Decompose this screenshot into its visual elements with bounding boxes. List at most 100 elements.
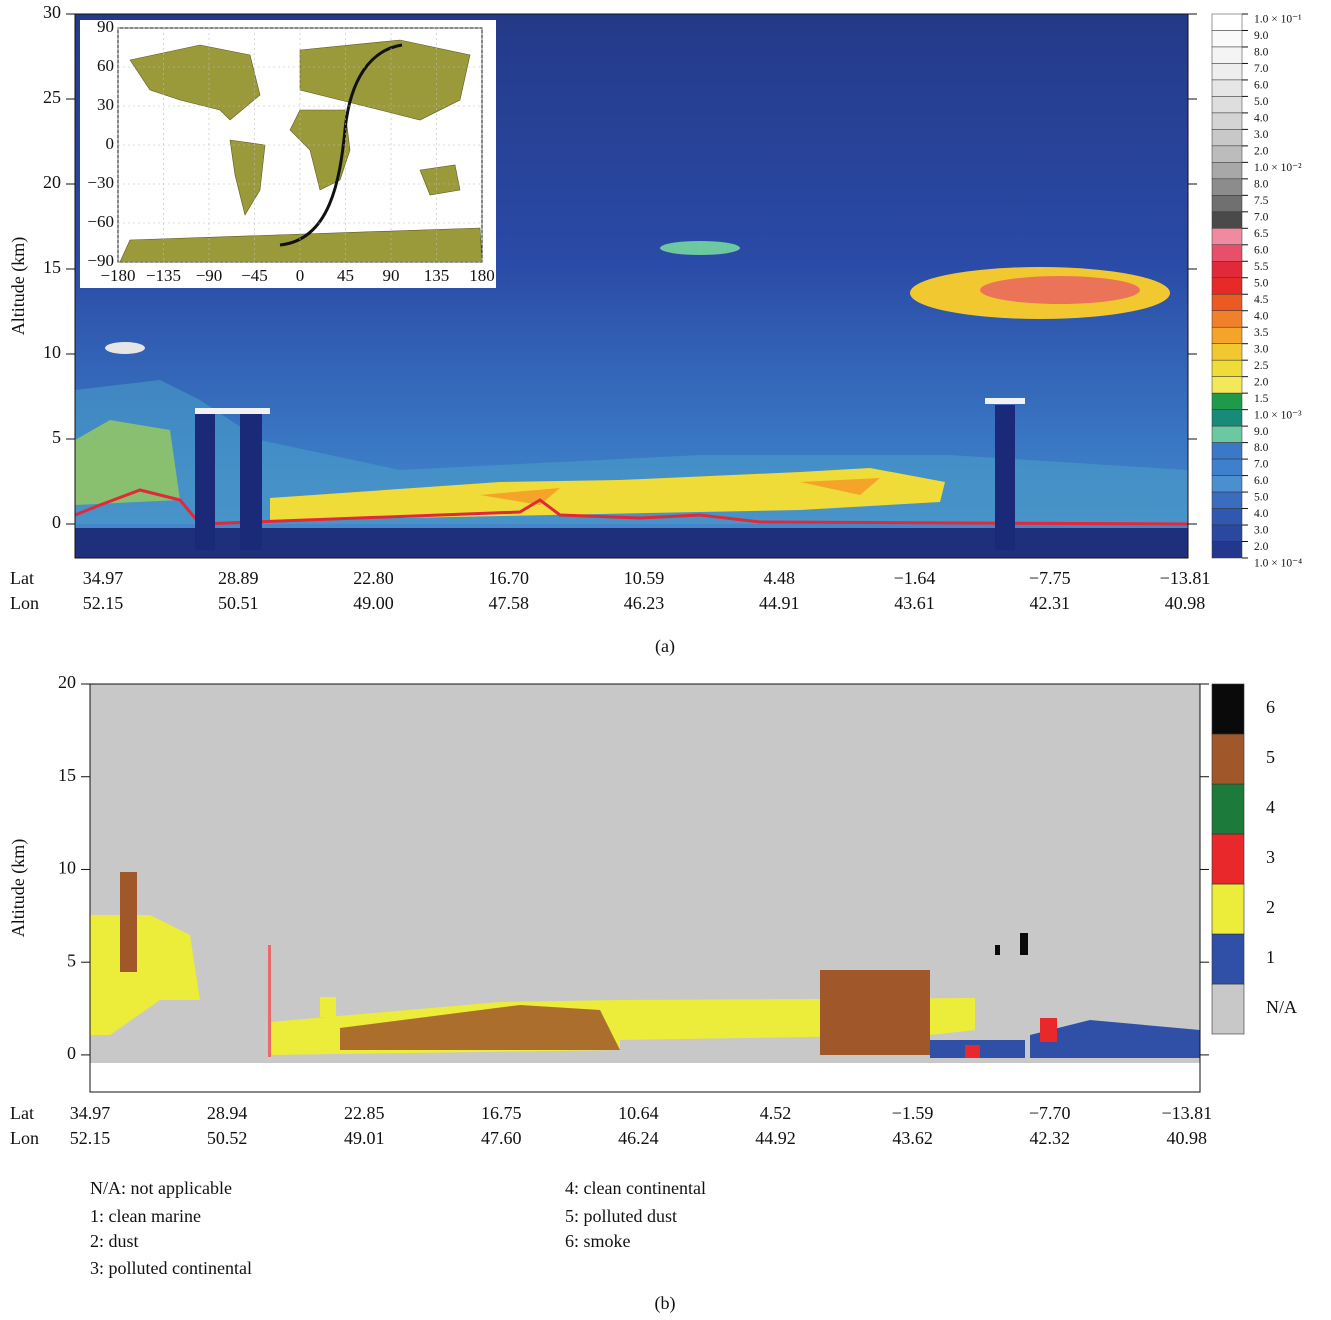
colorbar-label: 3.0 [1254, 343, 1269, 355]
thin-cloud [660, 241, 740, 255]
inset-x-tick-label: 45 [337, 266, 354, 285]
colorbar-segment [1212, 195, 1242, 211]
colorbar-segment [1212, 509, 1242, 525]
colorbar-segment [1212, 542, 1242, 558]
x-row-name: Lat [10, 568, 34, 588]
legend-entry: 5: polluted dust [565, 1206, 677, 1226]
colorbar-label: 1.5 [1254, 393, 1269, 405]
y-tick-label: 10 [58, 858, 76, 878]
panel-label: (a) [655, 636, 675, 657]
colorbar-segment [1212, 834, 1244, 884]
colorbar-label: 5.0 [1254, 277, 1269, 289]
colorbar-label: 7.0 [1254, 211, 1269, 223]
colorbar-label: 9.0 [1254, 30, 1269, 42]
colorbar-segment [1212, 443, 1242, 459]
y-tick-label: 20 [43, 172, 61, 192]
colorbar-label: 7.0 [1254, 459, 1269, 471]
colorbar-label: 6.0 [1254, 80, 1269, 92]
colorbar-segment [1212, 47, 1242, 63]
colorbar-label: 7.0 [1254, 63, 1269, 75]
colorbar-label: 4.0 [1254, 113, 1269, 125]
legend-entry: 2: dust [90, 1231, 139, 1251]
colorbar-label: 2 [1266, 897, 1275, 917]
x-tick-label: 16.75 [481, 1103, 522, 1123]
colorbar-segment [1212, 294, 1242, 310]
x-tick-label: 52.15 [83, 593, 124, 613]
colorbar-label: 2.0 [1254, 376, 1269, 388]
inset-x-tick-label: −45 [241, 266, 268, 285]
y-tick-label: 20 [58, 672, 76, 692]
polluted-dust-region [120, 872, 137, 972]
smoke-region [995, 945, 1000, 955]
dust-region [320, 997, 336, 1017]
colorbar-segment [1212, 146, 1242, 162]
x-tick-label: −13.81 [1161, 1103, 1212, 1123]
colorbar-segment [1212, 63, 1242, 79]
inset-x-tick-label: 0 [296, 266, 305, 285]
y-axis-label: Altitude (km) [8, 839, 29, 937]
y-tick-label: 5 [67, 950, 76, 970]
colorbar-segment [1212, 327, 1242, 343]
cirrus-core [980, 276, 1140, 304]
y-tick-label: 0 [52, 512, 61, 532]
colorbar-label: 6.0 [1254, 244, 1269, 256]
y-axis-label: Altitude (km) [8, 237, 29, 335]
colorbar-segment [1212, 261, 1242, 277]
colorbar-label: 3.5 [1254, 327, 1269, 339]
colorbar-label: 1.0 × 10⁻² [1254, 162, 1302, 174]
cloud-top [195, 408, 270, 414]
x-row-name: Lon [10, 593, 39, 613]
colorbar-segment [1212, 14, 1242, 30]
legend-entry: 1: clean marine [90, 1206, 201, 1226]
x-tick-label: −13.81 [1160, 568, 1211, 588]
x-tick-label: 46.24 [618, 1128, 659, 1148]
x-tick-label: 42.32 [1029, 1128, 1070, 1148]
x-tick-label: 40.98 [1167, 1128, 1208, 1148]
x-tick-label: 22.85 [344, 1103, 385, 1123]
colorbar-label: 2.0 [1254, 541, 1269, 553]
polluted-continental-region [268, 945, 271, 1057]
colorbar-label: 8.0 [1254, 178, 1269, 190]
inset-x-tick-label: 90 [383, 266, 400, 285]
x-tick-label: −7.75 [1029, 568, 1071, 588]
x-tick-label: 43.61 [894, 593, 935, 613]
page: (a) (b) 051015202530Altitude (km)Lat34.9… [0, 0, 1331, 1320]
colorbar-label: 3.0 [1254, 525, 1269, 537]
colorbar-label: 4.0 [1254, 310, 1269, 322]
colorbar-label: 5.5 [1254, 261, 1269, 273]
colorbar-segment [1212, 393, 1242, 409]
x-tick-label: 44.92 [755, 1128, 796, 1148]
x-tick-label: −1.59 [892, 1103, 934, 1123]
x-tick-label: 10.64 [618, 1103, 659, 1123]
colorbar-label: 4.5 [1254, 294, 1269, 306]
x-tick-label: 50.52 [207, 1128, 248, 1148]
colorbar-segment [1212, 525, 1242, 541]
inset-x-tick-label: −135 [146, 266, 181, 285]
y-tick-label: 25 [43, 87, 61, 107]
inset-x-tick-label: −90 [196, 266, 223, 285]
legend-entry: 4: clean continental [565, 1178, 706, 1198]
y-tick-label: 5 [52, 427, 61, 447]
figure: (a) (b) 051015202530Altitude (km)Lat34.9… [0, 0, 1331, 1320]
x-tick-label: 40.98 [1165, 593, 1206, 613]
colorbar-label: N/A [1266, 997, 1297, 1017]
colorbar-segment [1212, 278, 1242, 294]
inset-x-tick-label: −180 [100, 266, 135, 285]
colorbar: 1.0 × 10⁻¹9.08.07.06.05.04.03.02.01.0 × … [1212, 14, 1302, 570]
x-tick-label: 47.58 [489, 593, 530, 613]
colorbar-label: 3.0 [1254, 129, 1269, 141]
colorbar-label: 3 [1266, 847, 1275, 867]
x-tick-label: 43.62 [892, 1128, 933, 1148]
colorbar-label: 6 [1266, 697, 1275, 717]
colorbar-segment [1212, 245, 1242, 261]
inset-x-tick-label: 180 [469, 266, 495, 285]
aerosol-layer [75, 420, 180, 505]
y-tick-label: 0 [67, 1043, 76, 1063]
x-row-name: Lat [10, 1103, 34, 1123]
cloud [105, 342, 145, 354]
x-tick-label: 44.91 [759, 593, 800, 613]
colorbar-label: 4 [1266, 797, 1275, 817]
x-tick-label: 16.70 [489, 568, 530, 588]
colorbar-segment [1212, 984, 1244, 1034]
y-tick-label: 15 [43, 257, 61, 277]
